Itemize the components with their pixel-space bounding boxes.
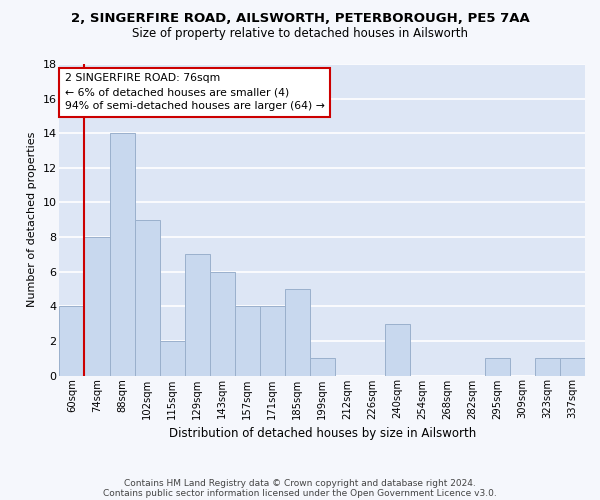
Bar <box>310 358 335 376</box>
Bar <box>209 272 235 376</box>
Bar <box>260 306 284 376</box>
Bar <box>385 324 410 376</box>
Text: Contains public sector information licensed under the Open Government Licence v3: Contains public sector information licen… <box>103 488 497 498</box>
X-axis label: Distribution of detached houses by size in Ailsworth: Distribution of detached houses by size … <box>169 427 476 440</box>
Bar <box>85 237 110 376</box>
Bar <box>284 289 310 376</box>
Bar <box>485 358 510 376</box>
Y-axis label: Number of detached properties: Number of detached properties <box>27 132 37 308</box>
Bar <box>160 341 185 376</box>
Bar <box>560 358 585 376</box>
Bar <box>535 358 560 376</box>
Text: Size of property relative to detached houses in Ailsworth: Size of property relative to detached ho… <box>132 28 468 40</box>
Text: Contains HM Land Registry data © Crown copyright and database right 2024.: Contains HM Land Registry data © Crown c… <box>124 478 476 488</box>
Bar <box>110 133 134 376</box>
Bar <box>235 306 260 376</box>
Bar <box>59 306 85 376</box>
Bar <box>134 220 160 376</box>
Text: 2 SINGERFIRE ROAD: 76sqm
← 6% of detached houses are smaller (4)
94% of semi-det: 2 SINGERFIRE ROAD: 76sqm ← 6% of detache… <box>65 74 325 112</box>
Text: 2, SINGERFIRE ROAD, AILSWORTH, PETERBOROUGH, PE5 7AA: 2, SINGERFIRE ROAD, AILSWORTH, PETERBORO… <box>71 12 529 26</box>
Bar <box>185 254 209 376</box>
